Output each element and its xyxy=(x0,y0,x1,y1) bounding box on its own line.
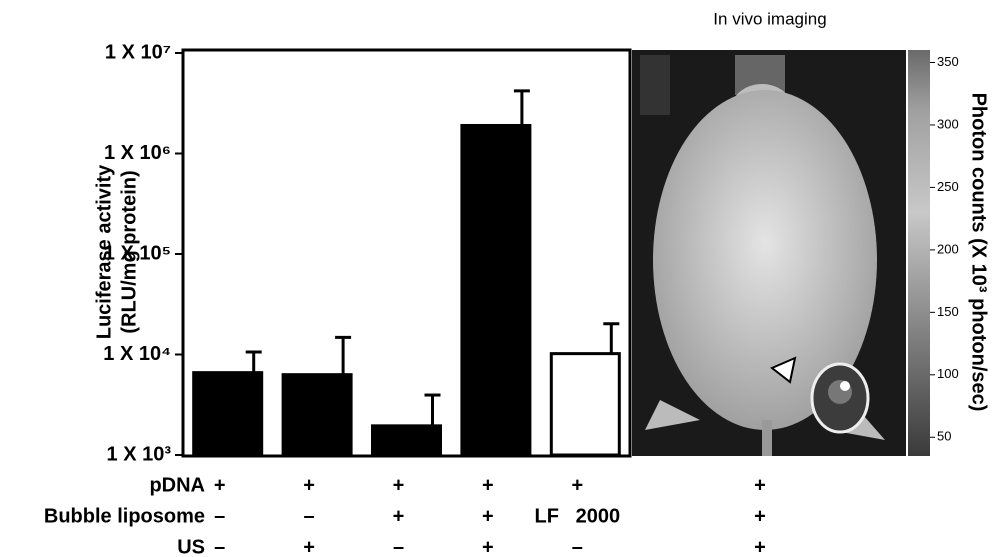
condition-mark: LF 2000 xyxy=(534,505,620,527)
y-label-line: (RLU/mg protein) xyxy=(118,170,140,333)
condition-mark: + xyxy=(482,505,494,527)
bar xyxy=(281,373,353,457)
condition-mark: + xyxy=(214,474,226,496)
colorbar-tick-label: 200 xyxy=(937,241,959,256)
y-axis-title: Luciferase activity (RLU/mg protein) xyxy=(93,164,140,339)
condition-mark: – xyxy=(214,505,225,527)
y-tick-label: 1 X 10⁵ xyxy=(104,242,171,264)
colorbar-tick-label: 150 xyxy=(937,304,959,319)
colorbar-label: Photon counts (X 10³ photon/sec) xyxy=(968,93,990,412)
colorbar xyxy=(908,50,930,456)
colorbar-tick-label: 300 xyxy=(937,116,959,131)
condition-label: US xyxy=(177,536,205,557)
condition-mark: + xyxy=(754,505,766,527)
colorbar-tick-label: 50 xyxy=(937,429,951,444)
bar xyxy=(192,371,264,457)
condition-mark: + xyxy=(482,474,494,496)
condition-mark: – xyxy=(214,536,225,557)
condition-mark: + xyxy=(393,505,405,527)
bar xyxy=(549,352,621,457)
in-vivo-image xyxy=(632,50,906,456)
inset-title: In vivo imaging xyxy=(713,9,826,28)
colorbar-tick-label: 100 xyxy=(937,366,959,381)
condition-mark: + xyxy=(571,474,583,496)
condition-label: pDNA xyxy=(149,474,205,496)
colorbar-tick-label: 250 xyxy=(937,179,959,194)
condition-mark: + xyxy=(482,536,494,557)
condition-mark: + xyxy=(754,536,766,557)
y-tick-label: 1 X 10⁶ xyxy=(104,142,171,164)
condition-mark: – xyxy=(572,536,583,557)
bar xyxy=(460,123,532,457)
bar xyxy=(371,424,442,457)
condition-mark: – xyxy=(393,536,404,557)
y-tick-label: 1 X 10³ xyxy=(107,443,172,465)
condition-mark: + xyxy=(393,474,405,496)
condition-mark: – xyxy=(304,505,315,527)
colorbar-tick-label: 350 xyxy=(937,54,959,69)
condition-mark: + xyxy=(303,536,315,557)
condition-label: Bubble liposome xyxy=(44,505,205,527)
condition-mark: + xyxy=(754,474,766,496)
y-tick-label: 1 X 10⁷ xyxy=(105,41,171,63)
y-tick-label: 1 X 10⁴ xyxy=(103,343,171,365)
y-label-line: Luciferase activity xyxy=(93,164,115,339)
condition-mark: + xyxy=(303,474,315,496)
